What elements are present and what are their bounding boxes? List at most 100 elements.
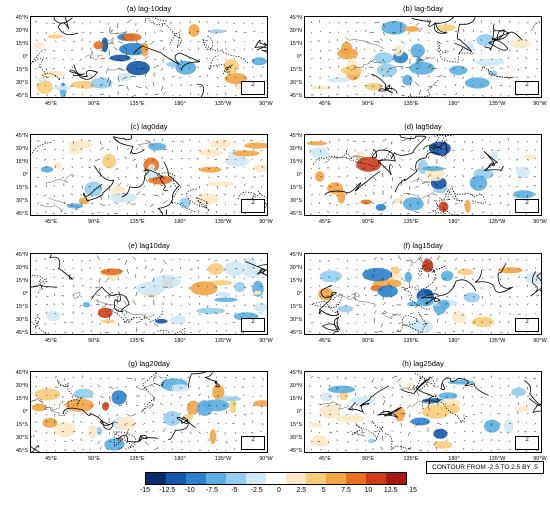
wind-vector xyxy=(454,258,458,261)
wind-vector xyxy=(215,210,218,214)
wind-vector xyxy=(198,40,200,43)
wind-vector xyxy=(481,139,484,142)
wind-vector xyxy=(144,167,147,174)
latitude-tick-label: 45°S xyxy=(16,330,28,336)
reference-vector-label: 2 xyxy=(525,319,529,325)
wind-vector xyxy=(207,176,210,178)
wind-vector xyxy=(497,413,501,415)
negative-anomaly-shading xyxy=(148,142,167,151)
wind-vector xyxy=(452,48,456,51)
reference-vector-label: 2 xyxy=(525,200,529,206)
wind-vector xyxy=(364,294,367,297)
longitude-tick-label: 180° xyxy=(448,338,460,344)
wind-vector xyxy=(126,428,130,433)
latitude-tick-label: 45°S xyxy=(16,93,28,99)
wind-vector xyxy=(144,265,148,270)
negative-anomaly-shading xyxy=(422,166,444,172)
negative-anomaly-shading xyxy=(376,63,398,77)
negative-anomaly-shading xyxy=(126,60,150,76)
wind-vector xyxy=(454,203,458,205)
wind-vector xyxy=(63,385,67,388)
wind-vector xyxy=(516,57,519,60)
wind-vector xyxy=(45,76,49,79)
wind-vector xyxy=(328,94,330,97)
wind-vector xyxy=(516,49,519,52)
negative-anomaly-shading xyxy=(216,292,231,297)
wind-vector xyxy=(171,413,173,416)
wind-vector xyxy=(427,376,434,379)
wind-vector xyxy=(400,85,405,88)
wind-vector xyxy=(161,167,164,170)
wind-vector xyxy=(463,430,466,433)
wind-vector xyxy=(61,22,65,24)
latitude-tick-label: 15°S xyxy=(16,185,28,191)
wind-vector xyxy=(409,203,411,207)
wind-vector xyxy=(533,176,537,178)
latitude-tick-label: 45°S xyxy=(290,93,302,99)
wind-vector xyxy=(508,448,512,451)
wind-vector xyxy=(328,176,331,178)
wind-vector xyxy=(498,439,501,442)
wind-vector xyxy=(481,147,483,151)
wind-vector xyxy=(153,194,160,197)
wind-vector xyxy=(398,176,402,179)
wind-vector xyxy=(328,413,332,416)
wind-vector xyxy=(197,266,200,270)
wind-vector xyxy=(424,313,429,316)
negative-contour xyxy=(310,294,343,317)
wind-vector xyxy=(310,440,313,442)
wind-vector xyxy=(436,313,440,316)
latitude-tick-label: 45°S xyxy=(16,211,28,217)
wind-vector xyxy=(206,57,209,60)
wind-vector xyxy=(336,439,339,442)
wind-vector xyxy=(80,157,83,160)
wind-vector xyxy=(391,440,394,443)
wind-vector xyxy=(507,65,510,69)
wind-vector xyxy=(426,149,429,153)
wind-vector xyxy=(454,140,456,143)
wind-vector xyxy=(418,90,422,96)
wind-vector xyxy=(124,259,128,266)
wind-vector xyxy=(171,84,173,87)
wind-vector xyxy=(135,184,138,187)
reference-vector-box: 2 xyxy=(241,436,265,450)
wind-vector xyxy=(515,158,519,161)
wind-vector xyxy=(34,331,38,334)
wind-vector xyxy=(36,83,39,87)
wind-vector xyxy=(498,158,501,160)
latitude-tick-label: 30°N xyxy=(15,146,28,152)
latitude-tick-label: 30°S xyxy=(16,435,28,441)
wind-vector xyxy=(371,274,375,279)
wind-vector xyxy=(234,30,238,33)
wind-vector xyxy=(328,440,330,443)
wind-vector xyxy=(54,194,56,197)
wind-vector xyxy=(153,149,155,153)
wind-vector xyxy=(490,395,493,398)
wind-vector xyxy=(261,139,263,142)
wind-vector xyxy=(535,67,538,70)
wind-vector xyxy=(362,212,366,215)
wind-vector xyxy=(63,440,67,443)
wind-vector xyxy=(373,386,378,389)
wind-vector xyxy=(472,268,476,270)
positive-anomaly-shading xyxy=(42,417,58,428)
wind-vector xyxy=(499,277,502,281)
wind-vector xyxy=(508,175,512,178)
positive-contour xyxy=(348,385,390,414)
wind-vector xyxy=(132,440,137,444)
wind-vector xyxy=(526,331,528,334)
wind-vector xyxy=(259,312,263,315)
wind-vector xyxy=(97,413,101,418)
wind-vector xyxy=(382,58,385,63)
wind-vector xyxy=(243,286,247,289)
positive-anomaly-shading xyxy=(514,406,531,412)
wind-vector xyxy=(354,85,357,87)
wind-vector xyxy=(418,149,420,152)
wind-vector xyxy=(198,85,202,87)
wind-vector xyxy=(243,22,245,25)
wind-vector xyxy=(162,331,164,334)
wind-vector xyxy=(189,83,193,87)
panel-title: (d) lag5day xyxy=(404,122,442,131)
wind-vector xyxy=(436,331,442,334)
wind-vector xyxy=(416,319,420,324)
